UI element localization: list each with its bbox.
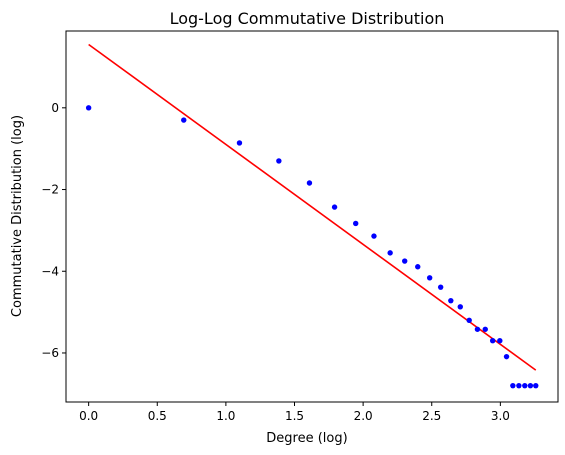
data-point (516, 382, 522, 389)
y-tick-label: −4 (41, 264, 59, 278)
y-tick-label: 0 (51, 101, 59, 115)
data-point (510, 382, 516, 389)
data-point (353, 220, 359, 227)
data-point (466, 317, 472, 323)
plot-area (85, 43, 539, 389)
data-point (276, 158, 282, 164)
x-tick-label: 2.0 (354, 409, 373, 423)
x-tick-label: 0.5 (148, 409, 167, 423)
data-point (371, 233, 377, 239)
x-tick-label: 3.0 (491, 409, 510, 423)
y-tick-label: −2 (41, 183, 59, 197)
data-point (497, 338, 503, 344)
x-tick-label: 1.5 (285, 409, 304, 423)
data-point (415, 264, 421, 270)
x-tick-label: 0.0 (79, 409, 98, 423)
y-axis-label: Commutative Distribution (log) (10, 115, 25, 317)
data-point (331, 204, 338, 210)
data-point (527, 382, 534, 389)
data-point (387, 250, 393, 256)
data-point (448, 297, 454, 304)
plot-frame (65, 30, 559, 403)
data-point (437, 284, 444, 290)
chart-title: Log-Log Commutative Distribution (170, 9, 445, 28)
y-axis-ticks: 0 −2 −4 −6 (41, 101, 66, 360)
data-point (426, 275, 433, 281)
data-point (181, 117, 187, 123)
data-point (533, 382, 539, 389)
y-tick-label: −6 (41, 346, 59, 360)
data-point (402, 258, 408, 264)
data-point (306, 180, 313, 186)
data-point (474, 326, 481, 332)
data-point (457, 304, 463, 310)
x-tick-label: 2.5 (422, 409, 441, 423)
x-axis-ticks: 0.0 0.5 1.0 1.5 2.0 2.5 3.0 (79, 402, 510, 423)
data-point (489, 338, 496, 344)
data-point (503, 353, 510, 360)
data-point (482, 326, 488, 332)
fit-line (88, 43, 537, 371)
data-point (85, 105, 92, 111)
x-axis-label: Degree (log) (266, 431, 347, 446)
x-tick-label: 1.0 (216, 409, 235, 423)
data-point (236, 140, 243, 146)
data-point (522, 382, 528, 389)
